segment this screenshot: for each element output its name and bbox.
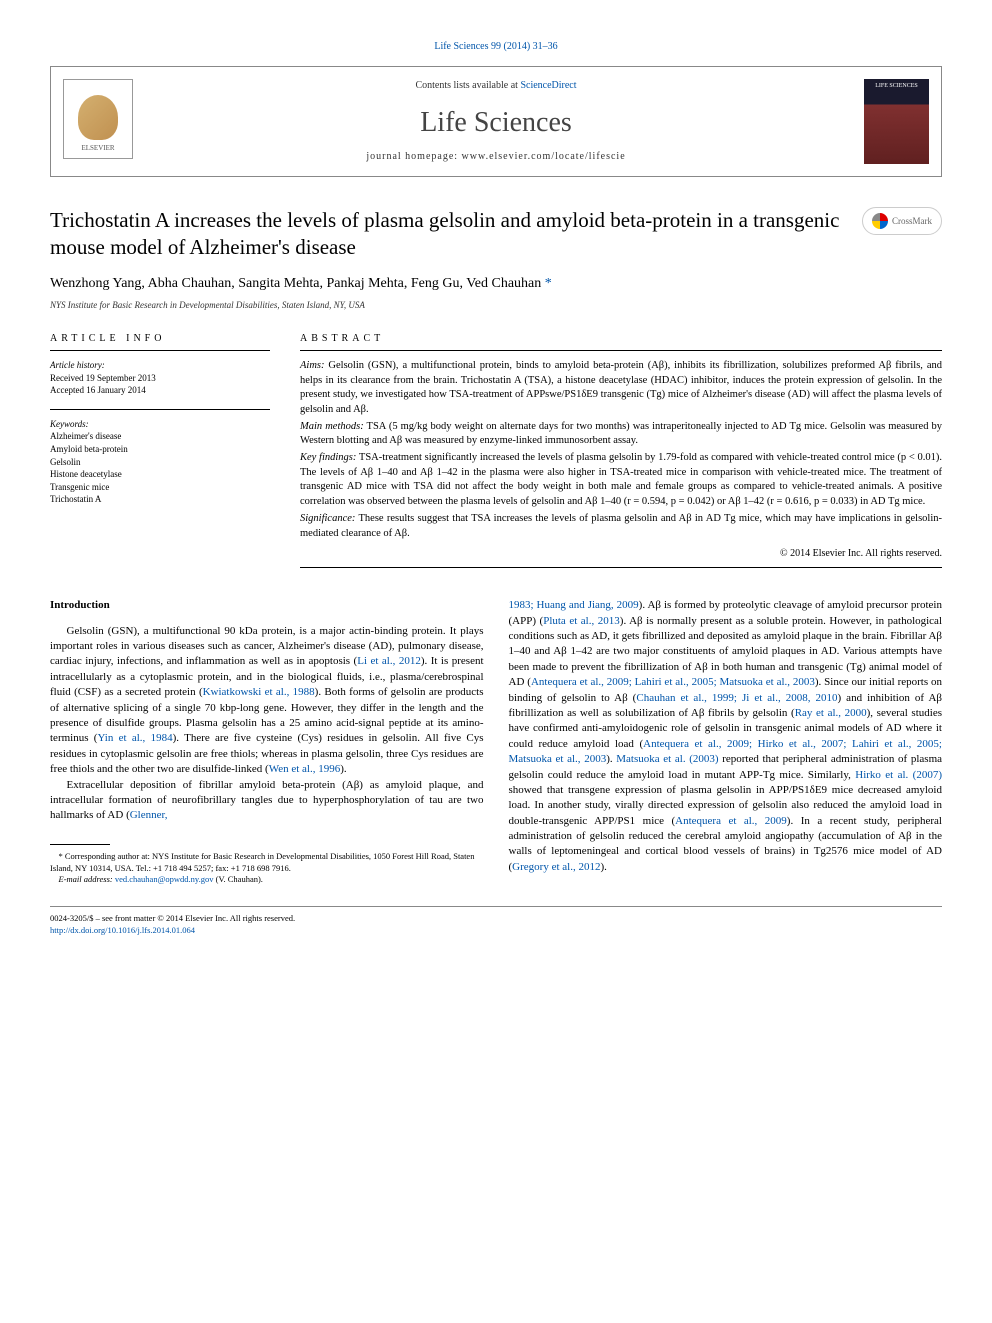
keyword: Trichostatin A [50,493,270,506]
sciencedirect-link[interactable]: ScienceDirect [520,80,576,91]
contents-line: Contents lists available at ScienceDirec… [151,79,841,93]
elsevier-logo: ELSEVIER [63,79,133,159]
citation-link[interactable]: Ray et al., 2000 [795,707,867,719]
journal-homepage: journal homepage: www.elsevier.com/locat… [151,150,841,164]
citation-link[interactable]: Wen et al., 1996 [269,763,341,775]
info-divider [50,409,270,410]
aims-label: Aims: [300,360,325,371]
citation-link[interactable]: Glenner, [130,809,168,821]
crossmark-badge[interactable]: CrossMark [862,207,942,235]
footnote-separator [50,844,110,845]
citation-link[interactable]: Gregory et al., 2012 [512,861,600,873]
significance-label: Significance: [300,513,355,524]
citation-link[interactable]: Yin et al., 1984 [97,732,172,744]
citation-link[interactable]: Pluta et al., 2013 [543,615,620,627]
keyword: Amyloid beta-protein [50,443,270,456]
significance-text: These results suggest that TSA increases… [300,513,942,539]
journal-name: Life Sciences [151,103,841,142]
citation-link[interactable]: Hirko et al. (2007) [855,769,942,781]
affiliation: NYS Institute for Basic Research in Deve… [50,299,942,312]
keyword: Histone deacetylase [50,468,270,481]
citation-link[interactable]: Antequera et al., 2009 [675,815,787,827]
doi-link[interactable]: http://dx.doi.org/10.1016/j.lfs.2014.01.… [50,925,942,937]
column-right: 1983; Huang and Jiang, 2009). Aβ is form… [509,598,943,886]
citation-link[interactable]: Kwiatkowski et al., 1988 [203,686,315,698]
abstract-panel: ABSTRACT Aims: Gelsolin (GSN), a multifu… [300,332,942,568]
column-left: Introduction Gelsolin (GSN), a multifunc… [50,598,484,886]
citation-link[interactable]: Matsuoka et al. (2003) [616,753,718,765]
authors-line: Wenzhong Yang, Abha Chauhan, Sangita Meh… [50,274,942,294]
methods-text: TSA (5 mg/kg body weight on alternate da… [300,421,942,447]
journal-cover-image: LIFE SCIENCES [864,79,929,164]
keyword: Transgenic mice [50,481,270,494]
footer-bar: 0024-3205/$ – see front matter © 2014 El… [50,906,942,937]
email-link[interactable]: ved.chauhan@opwdd.ny.gov [115,874,214,884]
citation-link[interactable]: Antequera et al., 2009; Lahiri et al., 2… [531,676,815,688]
front-matter-line: 0024-3205/$ – see front matter © 2014 El… [50,913,942,925]
methods-label: Main methods: [300,421,364,432]
abstract-copyright: © 2014 Elsevier Inc. All rights reserved… [300,547,942,561]
footnotes: * Corresponding author at: NYS Institute… [50,851,484,887]
article-title: Trichostatin A increases the levels of p… [50,207,862,262]
abstract-header: ABSTRACT [300,332,942,351]
journal-header: ELSEVIER LIFE SCIENCES Contents lists av… [50,66,942,177]
history-label: Article history: [50,359,270,372]
citation-link[interactable]: Li et al., 2012 [357,655,421,667]
email-suffix: (V. Chauhan). [214,874,263,884]
top-citation: Life Sciences 99 (2014) 31–36 [50,40,942,54]
history-accepted: Accepted 16 January 2014 [50,384,270,397]
article-info-header: ARTICLE INFO [50,332,270,351]
citation-link[interactable]: 1983; Huang and Jiang, 2009 [509,599,639,611]
keywords-label: Keywords: [50,418,270,431]
intro-heading: Introduction [50,598,484,613]
keyword: Alzheimer's disease [50,430,270,443]
keyword: Gelsolin [50,456,270,469]
article-info-panel: ARTICLE INFO Article history: Received 1… [50,332,270,568]
corresponding-footnote: * Corresponding author at: NYS Institute… [50,851,484,875]
citation-link[interactable]: Chauhan et al., 1999; Ji et al., 2008, 2… [636,692,837,704]
history-received: Received 19 September 2013 [50,372,270,385]
email-label: E-mail address: [59,874,115,884]
aims-text: Gelsolin (GSN), a multifunctional protei… [300,360,942,415]
findings-text: TSA-treatment significantly increased th… [300,452,942,507]
corresponding-star: * [545,276,552,291]
findings-label: Key findings: [300,452,356,463]
abstract-rule [300,567,942,568]
body-text: Introduction Gelsolin (GSN), a multifunc… [50,598,942,886]
